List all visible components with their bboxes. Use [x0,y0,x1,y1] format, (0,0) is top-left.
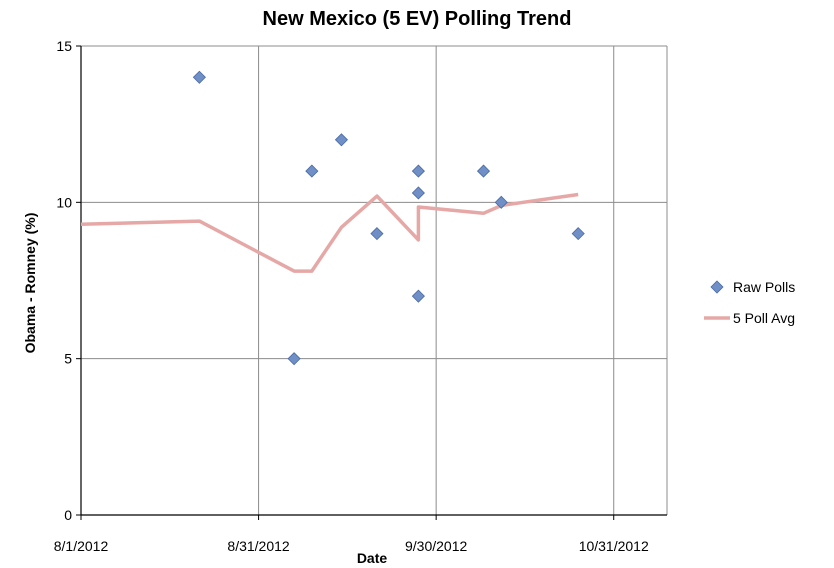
series-line-layer [80,192,579,273]
axes [76,45,667,520]
chart-title: New Mexico (5 EV) Polling Trend [262,8,572,30]
tick-labels: 0 5 10 15 8/1/2012 8/31/2012 9/30/2012 10/31/20… [54,38,649,554]
x-tick-label: 8/31/2012 [227,538,289,554]
series-line-5-poll-avg [80,192,579,273]
y-tick-label: 15 [56,38,72,54]
raw-poll-point [305,164,319,178]
y-axis-title: Obama - Romney (%) [22,213,38,354]
y-tick-label: 10 [56,194,72,210]
raw-poll-point [411,164,425,178]
raw-poll-point [476,164,491,178]
grid-lines [81,45,668,515]
raw-poll-point [494,195,508,209]
legend-label: Raw Polls [733,279,795,295]
raw-poll-point [571,227,585,241]
x-tick-label: 9/30/2012 [405,538,467,554]
raw-poll-point [370,227,384,241]
legend-label: 5 Poll Avg [733,310,795,326]
y-tick-label: 0 [64,507,72,523]
y-tick-label: 5 [64,351,72,367]
raw-poll-point [411,289,425,303]
raw-poll-point [192,70,206,84]
legend: Raw Polls 5 Poll Avg [704,279,795,326]
x-tick-label: 8/1/2012 [54,538,109,554]
series-point-layer [192,70,585,366]
raw-poll-point [411,186,425,200]
raw-poll-point [287,352,301,366]
x-tick-label: 10/31/2012 [579,538,649,554]
legend-marker-raw-polls [710,280,724,294]
raw-poll-point [334,133,349,147]
x-axis-title: Date [357,550,388,566]
